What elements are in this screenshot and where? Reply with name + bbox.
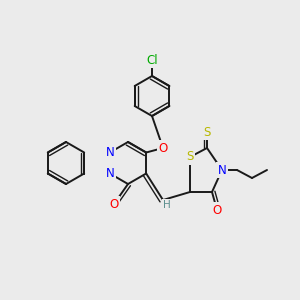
Text: Cl: Cl	[146, 53, 158, 67]
Text: H: H	[163, 200, 171, 210]
Text: O: O	[212, 203, 222, 217]
Text: O: O	[110, 197, 118, 211]
Text: S: S	[203, 125, 211, 139]
Text: N: N	[105, 167, 114, 180]
Text: N: N	[105, 146, 114, 159]
Text: S: S	[186, 151, 194, 164]
Text: N: N	[218, 164, 226, 176]
Text: O: O	[158, 142, 168, 154]
